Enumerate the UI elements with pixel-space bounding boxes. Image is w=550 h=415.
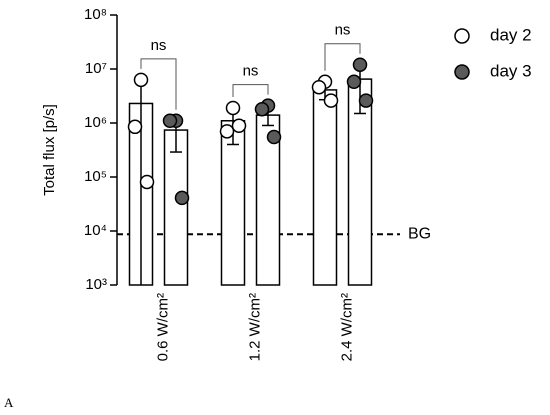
y-tick-label: 10⁴: [84, 222, 107, 239]
bar: [312, 89, 338, 286]
data-point: [358, 93, 374, 108]
data-point: [346, 74, 362, 90]
legend-marker: [454, 64, 470, 80]
significance-bracket: [140, 58, 177, 110]
significance-bracket: [232, 84, 269, 97]
data-point: [254, 101, 270, 117]
x-tick-label: 0.6 W/cm²: [154, 293, 171, 361]
y-tick-label: 10⁶: [84, 114, 107, 131]
data-point: [352, 57, 368, 72]
y-tick-label: 10⁷: [85, 60, 107, 77]
significance-label: ns: [151, 37, 167, 54]
data-point: [219, 124, 235, 139]
significance-label: ns: [243, 63, 259, 80]
figure-label: A: [4, 395, 14, 410]
legend-label: day 3: [490, 61, 532, 80]
data-point: [266, 129, 282, 145]
legend-label: day 2: [490, 25, 532, 44]
reference-label: BG: [408, 225, 431, 242]
data-point: [323, 93, 339, 108]
x-tick-label: 1.2 W/cm²: [246, 293, 263, 361]
bar: [163, 129, 189, 286]
data-point: [127, 119, 143, 135]
data-point: [231, 118, 247, 133]
y-tick-label: 10³: [85, 276, 107, 293]
data-point: [133, 72, 149, 88]
data-point: [311, 79, 327, 95]
significance-label: ns: [335, 22, 351, 39]
y-axis-label: Total flux [p/s]: [41, 104, 58, 196]
significance-bracket: [324, 43, 361, 71]
legend-marker: [454, 28, 470, 44]
bar: [220, 120, 246, 286]
data-point: [225, 100, 241, 116]
y-tick-label: 10⁵: [84, 168, 107, 185]
data-point: [162, 113, 178, 129]
y-tick-label: 10⁸: [84, 6, 107, 23]
data-point: [174, 190, 190, 206]
data-point: [139, 174, 155, 190]
x-tick-label: 2.4 W/cm²: [338, 293, 355, 361]
